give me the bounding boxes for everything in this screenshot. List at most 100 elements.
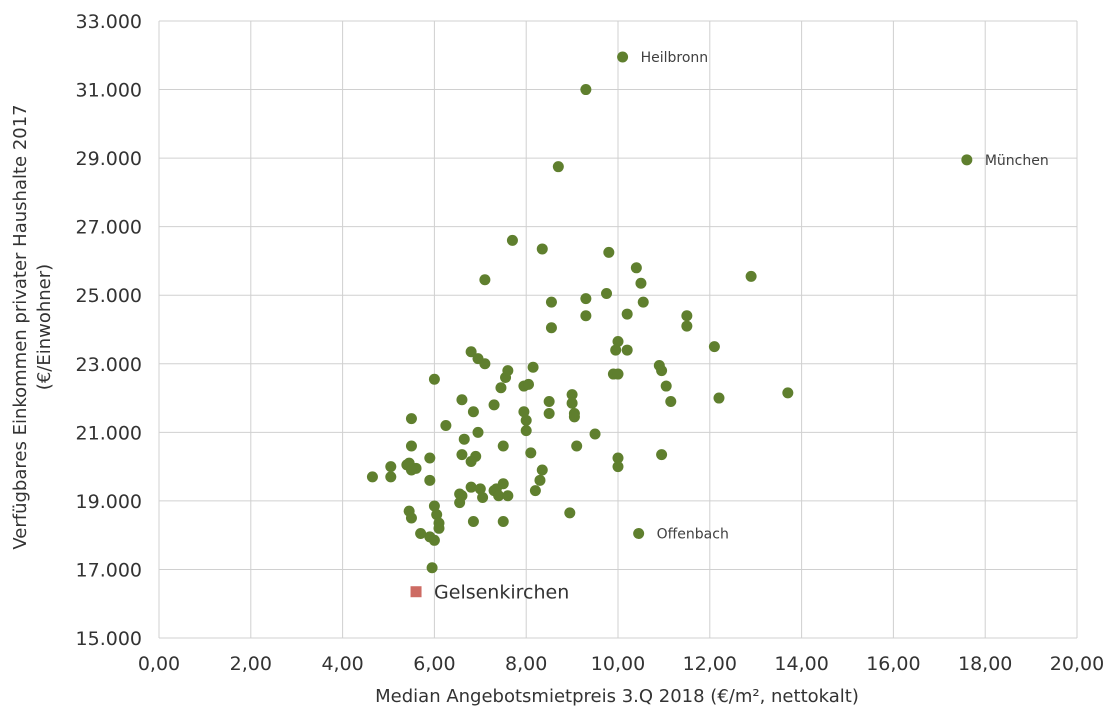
data-point: [522, 378, 534, 390]
data-point: [405, 440, 417, 452]
data-point: [566, 397, 578, 409]
data-point: [580, 293, 592, 305]
data-point: [456, 449, 468, 461]
data-point: [428, 534, 440, 546]
data-point: [564, 507, 576, 519]
x-axis-label: Median Angebotsmietpreis 3.Q 2018 (€/m²,…: [375, 686, 859, 707]
data-point: [440, 419, 452, 431]
data-point: [424, 474, 436, 486]
data-point: [366, 471, 378, 483]
data-point: [497, 478, 509, 490]
data-point: [385, 471, 397, 483]
point-label: Offenbach: [657, 526, 729, 542]
data-point: [660, 380, 672, 392]
x-tick-label: 6,00: [413, 653, 455, 675]
data-point: [467, 406, 479, 418]
x-tick-labels: 0,00 2,00 4,00 6,00 8,00 10,00 12,00 14,00 16,00…: [138, 653, 1104, 675]
x-tick-label: 14,00: [774, 653, 828, 675]
data-point: [656, 449, 668, 461]
data-point: [431, 509, 443, 521]
data-point: [552, 161, 564, 173]
y-tick-label: 19.000: [76, 491, 142, 513]
y-tick-label: 21.000: [76, 422, 142, 444]
data-point: [571, 440, 583, 452]
data-point: [454, 488, 466, 500]
y-tick-labels: 15.000 17.000 19.000 21.000 23.000 25.000 27.0…: [76, 11, 142, 650]
data-point: [456, 394, 468, 406]
data-point: [601, 288, 613, 300]
grid: [158, 20, 1078, 639]
highlight-point: [410, 586, 422, 598]
data-point: [656, 365, 668, 377]
data-point: [745, 270, 757, 282]
data-point: [610, 344, 622, 356]
data-point: [465, 481, 477, 493]
data-point: [428, 373, 440, 385]
data-point: [621, 308, 633, 320]
point-label: Gelsenkirchen: [434, 582, 569, 604]
data-point: [665, 395, 677, 407]
data-point: [385, 461, 397, 473]
data-point: [525, 447, 537, 459]
data-point: [405, 512, 417, 524]
y-tick-label: 23.000: [76, 354, 142, 376]
y-tick-label: 29.000: [76, 148, 142, 170]
y-tick-label: 27.000: [76, 217, 142, 239]
data-point: [477, 491, 489, 503]
y-axis-label-line2: (€/Einwohner): [34, 264, 55, 390]
data-point: [497, 440, 509, 452]
data-point: [467, 515, 479, 527]
data-point: [543, 395, 555, 407]
data-point: [493, 490, 505, 502]
y-tick-label: 33.000: [76, 11, 142, 33]
data-point: [454, 497, 466, 509]
data-point: [782, 387, 794, 399]
data-point: [518, 406, 530, 418]
data-point: [681, 320, 693, 332]
point-label: Heilbronn: [641, 50, 709, 66]
x-tick-label: 20,00: [1050, 653, 1104, 675]
data-point: [415, 527, 427, 539]
y-tick-label: 31.000: [76, 80, 142, 102]
data-point: [479, 358, 491, 370]
data-point: [465, 455, 477, 467]
data-point: [580, 84, 592, 96]
y-tick-label: 15.000: [76, 628, 142, 650]
data-point: [536, 243, 548, 255]
y-tick-label: 17.000: [76, 559, 142, 581]
data-points: [366, 51, 973, 598]
data-point: [603, 246, 615, 258]
data-point: [545, 322, 557, 334]
data-point: [495, 382, 507, 394]
data-point: [405, 464, 417, 476]
data-point: [630, 262, 642, 274]
data-point: [612, 335, 624, 347]
data-point: [589, 428, 601, 440]
data-point: [635, 277, 647, 289]
data-point: [566, 389, 578, 401]
data-point: [633, 527, 645, 539]
data-point: [568, 411, 580, 423]
point-labels: Heilbronn München Offenbach Gelsenkirchen: [434, 50, 1049, 604]
data-point: [506, 234, 518, 246]
data-point: [426, 562, 438, 574]
data-point: [405, 413, 417, 425]
data-point: [617, 51, 629, 63]
y-axis-label-line1: Verfügbares Einkommen privater Haushalte…: [10, 104, 31, 549]
x-tick-label: 2,00: [230, 653, 272, 675]
data-point: [488, 399, 500, 411]
data-point: [681, 310, 693, 322]
x-tick-label: 8,00: [505, 653, 547, 675]
data-point: [465, 346, 477, 358]
data-point: [545, 296, 557, 308]
x-tick-label: 12,00: [683, 653, 737, 675]
data-point: [424, 452, 436, 464]
data-point: [472, 426, 484, 438]
data-point: [580, 310, 592, 322]
y-tick-label: 25.000: [76, 285, 142, 307]
data-point: [708, 341, 720, 353]
x-tick-label: 10,00: [591, 653, 645, 675]
x-tick-label: 0,00: [138, 653, 180, 675]
data-point: [433, 522, 445, 534]
data-point: [502, 490, 514, 502]
